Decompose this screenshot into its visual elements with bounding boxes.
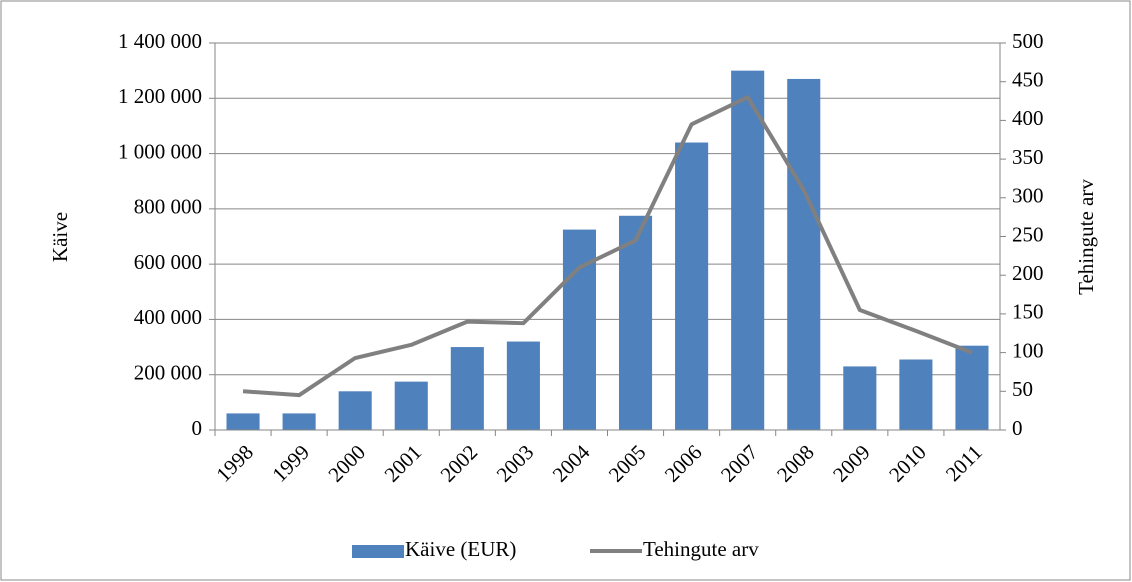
y2-tick-label: 100 bbox=[1012, 338, 1044, 362]
y2-tick-label: 0 bbox=[1012, 416, 1023, 440]
bar bbox=[394, 381, 428, 430]
y-tick-label: 400 000 bbox=[134, 305, 202, 329]
y-tick-label: 1 400 000 bbox=[118, 29, 202, 53]
y2-axis-label: Tehingute arv bbox=[1074, 179, 1098, 295]
y-tick-label: 200 000 bbox=[134, 361, 202, 385]
bar bbox=[226, 413, 260, 430]
y2-tick-label: 150 bbox=[1012, 300, 1044, 324]
bar bbox=[282, 413, 316, 430]
bar bbox=[731, 70, 765, 431]
legend-label: Tehingute arv bbox=[643, 537, 759, 561]
y-tick-label: 0 bbox=[192, 416, 203, 440]
bar bbox=[675, 142, 709, 430]
y2-tick-label: 250 bbox=[1012, 222, 1044, 246]
y2-tick-label: 350 bbox=[1012, 145, 1044, 169]
legend-label: Käive (EUR) bbox=[405, 537, 516, 561]
y2-tick-label: 500 bbox=[1012, 29, 1044, 53]
y-tick-label: 800 000 bbox=[134, 195, 202, 219]
y2-tick-label: 50 bbox=[1012, 377, 1033, 401]
y-tick-label: 600 000 bbox=[134, 250, 202, 274]
bar bbox=[899, 359, 933, 430]
y2-tick-label: 400 bbox=[1012, 106, 1044, 130]
bar bbox=[618, 215, 653, 430]
legend-swatch bbox=[352, 545, 404, 558]
bar bbox=[450, 347, 484, 430]
bar bbox=[787, 78, 821, 430]
y-axis-label: Käive bbox=[48, 212, 72, 262]
bar bbox=[843, 366, 877, 430]
y2-tick-label: 200 bbox=[1012, 261, 1044, 285]
y2-tick-label: 300 bbox=[1012, 184, 1044, 208]
line bbox=[242, 95, 973, 398]
y-tick-label: 1 200 000 bbox=[118, 84, 202, 108]
bar bbox=[338, 391, 372, 430]
bar bbox=[955, 345, 989, 430]
y-tick-label: 1 000 000 bbox=[118, 139, 202, 163]
y2-tick-label: 450 bbox=[1012, 68, 1044, 92]
bar bbox=[506, 341, 540, 430]
